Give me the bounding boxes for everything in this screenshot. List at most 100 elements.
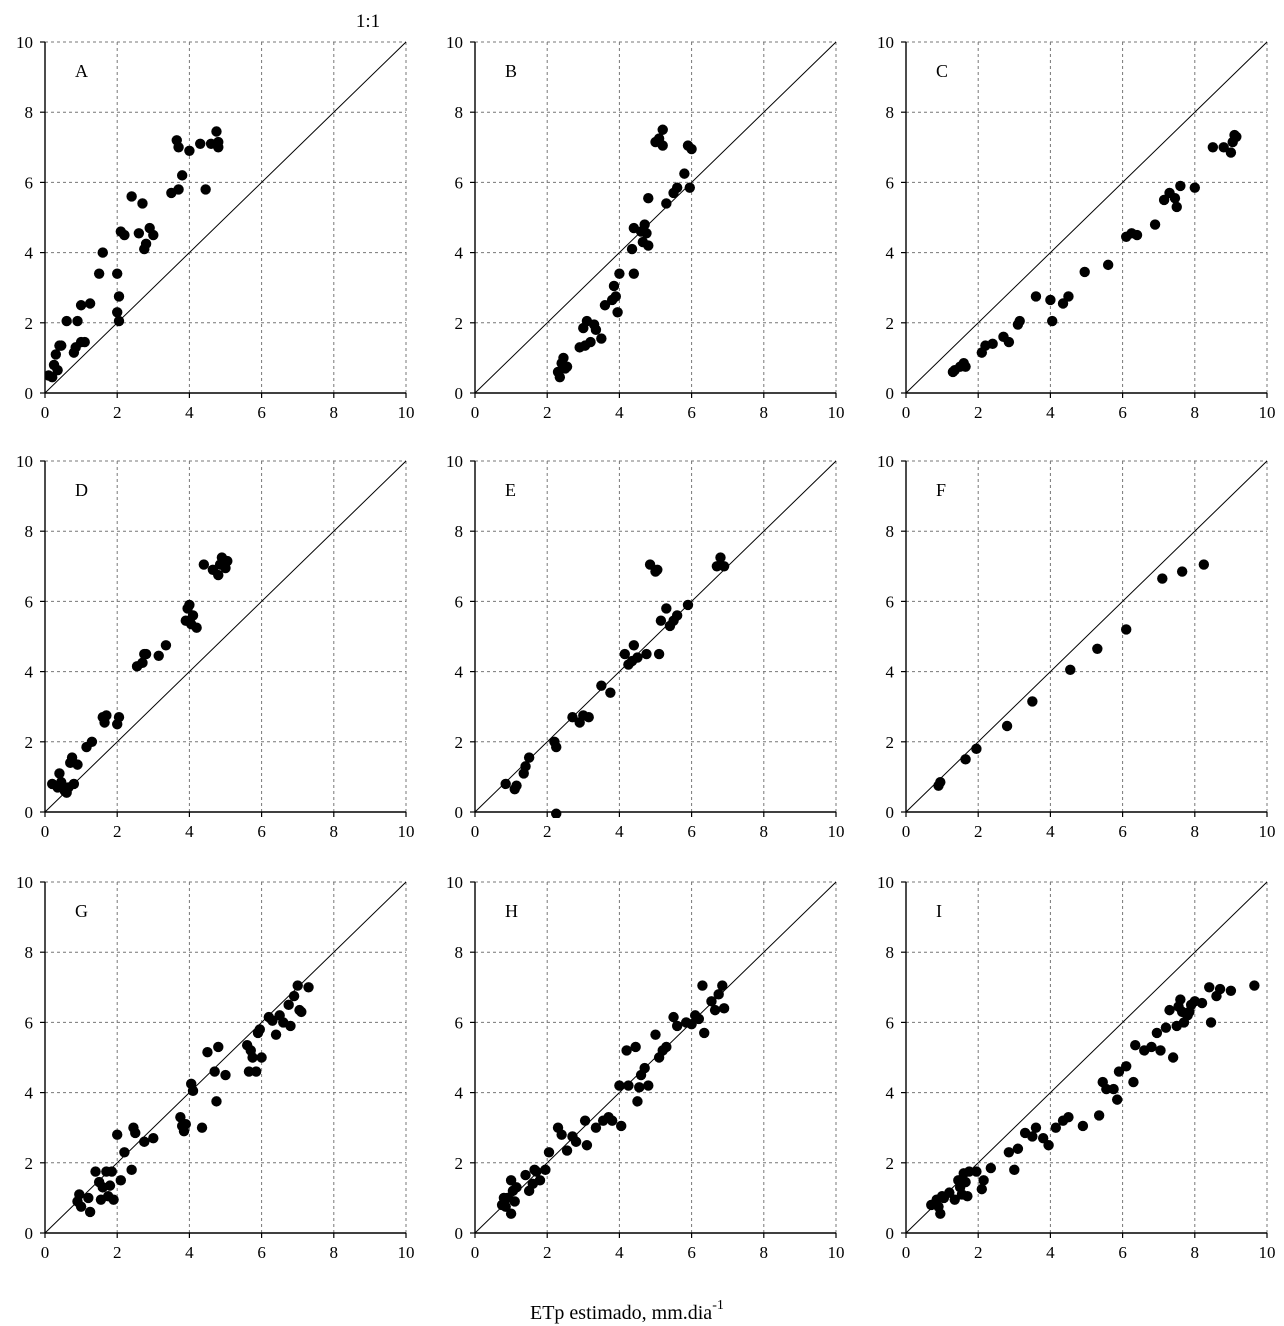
panel-g-point	[106, 1166, 117, 1177]
panel-i-point	[1027, 1131, 1038, 1142]
panel-h-label: H	[505, 901, 518, 921]
panel-b-point	[684, 182, 695, 193]
panel-g-point	[115, 1175, 127, 1186]
panel-d-y-tick-label: 10	[16, 452, 33, 471]
panel-d-one-to-one-line	[44, 460, 407, 813]
panel-i-point	[1113, 1066, 1125, 1077]
panel-f-x-tick-label: 6	[1118, 822, 1127, 841]
panel-a-x-tick-label: 4	[185, 403, 194, 422]
panel-d-point	[113, 712, 125, 723]
panel-c-point	[987, 338, 998, 350]
panel-c-y-tick-label: 2	[886, 314, 895, 333]
panel-g-point	[254, 1024, 265, 1035]
panel-i-point	[1063, 1111, 1074, 1123]
panel-g-point	[148, 1133, 159, 1144]
panel-i-label: I	[936, 901, 942, 921]
panel-a-point	[113, 315, 125, 327]
panel-a-x-tick-label: 6	[257, 403, 266, 422]
panel-h-y-tick-label: 0	[455, 1224, 464, 1243]
panel-b-x-tick-label: 8	[760, 403, 769, 422]
panel-c-point	[1063, 291, 1074, 302]
panel-i-point	[1121, 1061, 1132, 1072]
panel-g-point	[90, 1166, 101, 1177]
panel-d-point	[56, 776, 67, 788]
panel-d-y-tick-label: 0	[25, 803, 34, 822]
panel-g-point	[256, 1052, 267, 1063]
panel-h-point	[717, 980, 728, 991]
panel-b-x-tick-label: 4	[615, 403, 624, 422]
panel-d-point	[191, 622, 202, 633]
panel-g-point	[285, 1020, 296, 1032]
panel-b-y-tick-label: 6	[455, 173, 464, 192]
panel-i-point	[1108, 1083, 1119, 1095]
panel-g-point	[270, 1029, 282, 1040]
panel-g-y-tick-label: 4	[25, 1084, 34, 1103]
panel-e-y-tick-label: 0	[455, 803, 464, 822]
panel-c-point	[1218, 142, 1229, 153]
panel-g-x-tick-label: 4	[185, 1243, 194, 1262]
panel-b-label: B	[505, 61, 517, 81]
panel-i-point	[960, 1176, 971, 1188]
panel-c-point	[1131, 229, 1143, 241]
panel-a-point	[50, 349, 62, 360]
panel-f-label: F	[936, 480, 946, 500]
panel-b-y-tick-label: 8	[455, 103, 464, 122]
panel-b-point	[608, 280, 620, 292]
panel-f: 00 2 2 4 4 6 6 8 8 10 10 F	[877, 452, 1276, 841]
panel-a-y-tick-label: 10	[16, 33, 33, 52]
panel-e-point	[605, 687, 616, 698]
panel-c-point	[1003, 336, 1015, 348]
panel-e-y-tick-label: 10	[446, 452, 463, 471]
panel-h-y-tick-label: 8	[455, 943, 464, 962]
panel-c-point	[1189, 182, 1201, 193]
panel-e: 00 2 2 4 4 6 6 8 8 10 10 E	[446, 452, 845, 841]
panel-h: 00 2 2 4 4 6 6 8 8 10 10 H	[446, 873, 845, 1262]
panel-h-point	[561, 1145, 573, 1156]
panel-i-y-tick-label: 4	[886, 1084, 895, 1103]
panel-h-y-tick-label: 6	[455, 1013, 464, 1032]
panel-i-point	[971, 1166, 982, 1177]
panel-h-x-tick-label: 10	[828, 1243, 845, 1262]
panel-a-point	[113, 291, 125, 302]
panel-b-y-tick-label: 2	[455, 314, 464, 333]
panel-b-point	[628, 268, 640, 279]
panel-b-point	[661, 198, 672, 209]
panel-b-point	[610, 291, 621, 302]
panel-h-point	[639, 1062, 650, 1074]
panel-d-x-tick-label: 8	[330, 822, 339, 841]
panel-b-point	[639, 219, 650, 230]
panel-i-x-tick-label: 0	[902, 1243, 911, 1262]
panel-h-points	[496, 980, 730, 1219]
panel-d-x-tick-label: 4	[185, 822, 194, 841]
panel-h-point	[718, 1003, 730, 1014]
panel-i-x-tick-label: 2	[974, 1243, 983, 1262]
panel-e-point	[596, 680, 607, 691]
panel-f-x-tick-label: 0	[902, 822, 911, 841]
panel-h-point	[671, 1020, 683, 1032]
panel-e-point	[619, 648, 631, 660]
panel-g-point	[187, 1085, 199, 1097]
panel-g-point	[108, 1194, 119, 1205]
panel-b: 00 2 2 4 4 6 6 8 8 10 10 B	[446, 33, 845, 422]
panel-e-x-tick-label: 2	[543, 822, 552, 841]
panel-a-x-tick-label: 2	[113, 403, 122, 422]
panel-g-point	[267, 1015, 278, 1026]
panel-c-x-tick-label: 8	[1191, 403, 1200, 422]
panel-a-point	[211, 126, 222, 137]
panel-g-point	[83, 1192, 94, 1204]
panel-i-point	[1160, 1022, 1172, 1033]
panel-b-point	[585, 336, 596, 348]
panel-i-point	[1037, 1133, 1049, 1144]
panel-a: 00 2 2 4 4 6 6 8 8 10 10 A	[16, 33, 415, 422]
panel-f-point	[1157, 573, 1168, 584]
panel-b-points	[552, 124, 697, 383]
panel-a-point	[126, 191, 137, 202]
panel-b-point	[671, 182, 683, 193]
x-axis-label: ETp estimado, mm.dia-1	[530, 1298, 724, 1324]
panel-h-point	[697, 980, 708, 991]
panel-h-point	[505, 1208, 517, 1219]
panel-g-point	[213, 1041, 224, 1053]
panel-a-y-tick-label: 8	[25, 103, 34, 122]
panel-h-point	[668, 1011, 679, 1023]
panel-e-point	[551, 741, 562, 753]
